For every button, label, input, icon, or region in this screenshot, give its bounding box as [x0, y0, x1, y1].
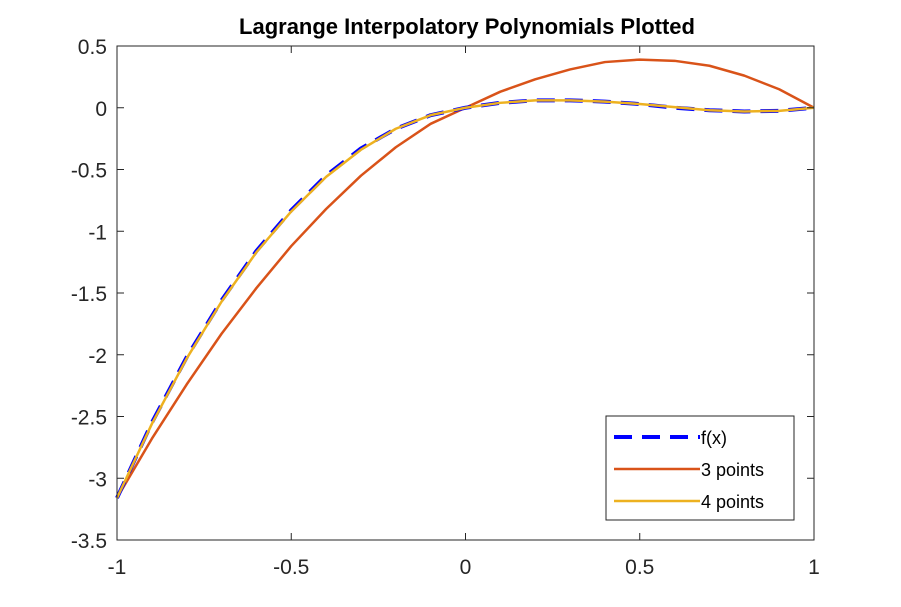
legend-label-2: 4 points	[701, 492, 764, 512]
x-tick-label: -1	[108, 556, 127, 579]
y-tick-label: -0.5	[71, 160, 107, 183]
y-tick-label: -2	[88, 345, 107, 368]
y-tick-label: -3	[88, 468, 107, 491]
legend: f(x) 3 points 4 points	[605, 415, 795, 521]
y-tick-label: -2.5	[71, 407, 107, 430]
legend-label-0: f(x)	[701, 428, 727, 448]
y-tick-label: -1	[88, 221, 107, 244]
x-tick-label: 1	[808, 556, 820, 579]
y-tick-label: -1.5	[71, 283, 107, 306]
x-tick-label: -0.5	[273, 556, 309, 579]
plot-area	[115, 58, 815, 499]
chart-title: Lagrange Interpolatory Polynomials Plott…	[239, 14, 695, 39]
y-tick-label: 0.5	[78, 36, 107, 59]
y-tick-label: -3.5	[71, 530, 107, 553]
series-line-2	[115, 99, 815, 499]
x-tick-label: 0	[460, 556, 472, 579]
y-tick-label: 0	[95, 98, 107, 121]
x-tick-label: 0.5	[625, 556, 654, 579]
legend-label-1: 3 points	[701, 460, 764, 480]
axes: -1 -0.5 0 0.5 1 0.5 0 -0.5 -1 -1.5 -2 -2.5 -3 -3.5	[71, 36, 820, 579]
